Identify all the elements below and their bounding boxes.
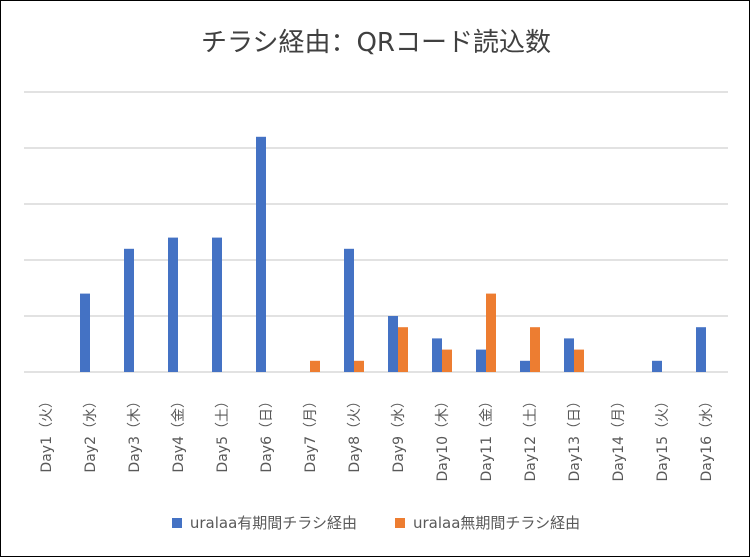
x-tick-label: Day6（日） (259, 394, 275, 473)
bar-series-1-day-4 (168, 237, 178, 372)
bar-series-1-day-3 (124, 248, 134, 372)
legend-item-series-2: uralaa無期間チラシ経由 (395, 512, 580, 533)
x-tick-label: Day5（土） (215, 394, 231, 473)
x-tick-label: Day4（金） (171, 394, 187, 473)
x-tick-label: Day10（木） (435, 394, 451, 481)
x-tick-label: Day13（日） (567, 394, 583, 481)
x-tick-label: Day11（金） (479, 394, 495, 481)
x-tick-label: Day9（水） (391, 394, 407, 473)
bar-series-1-day-8 (344, 248, 354, 372)
chart-title: チラシ経由：QRコード読込数 (200, 28, 551, 58)
legend: uralaa有期間チラシ経由 uralaa無期間チラシ経由 (0, 512, 752, 533)
bar-series-1-day-9 (388, 316, 398, 372)
bar-series-1-day-11 (476, 349, 486, 372)
bar-series-2-day-12 (530, 327, 540, 372)
legend-label-series-2: uralaa無期間チラシ経由 (413, 514, 581, 532)
legend-swatch-blue (171, 517, 182, 528)
bar-series-2-day-8 (354, 360, 364, 372)
bar-series-1-day-2 (80, 293, 90, 372)
x-tick-label: Day1（火） (39, 394, 55, 473)
legend-swatch-orange (395, 517, 405, 528)
x-tick-label: Day16（水） (699, 394, 715, 481)
bar-series-1-day-6 (256, 136, 266, 372)
legend-label-series-1: uralaa有期間チラシ経由 (189, 514, 357, 532)
bar-series-1-day-12 (520, 360, 530, 372)
bar-series-1-day-15 (652, 360, 662, 372)
bar-series-2-day-11 (486, 293, 496, 372)
x-tick-label: Day2（水） (83, 394, 99, 473)
bar-series-2-day-7 (310, 360, 320, 372)
bar-series-1-day-13 (564, 338, 574, 372)
bar-series-1-day-5 (212, 237, 222, 372)
legend-item-series-1: uralaa有期間チラシ経由 (171, 512, 357, 533)
bar-series-1-day-16 (696, 327, 706, 372)
x-tick-label: Day12（土） (523, 394, 539, 481)
x-tick-label: Day7（月） (303, 394, 319, 473)
bar-series-2-day-13 (574, 349, 584, 372)
bar-series-2-day-10 (442, 349, 452, 372)
x-tick-label: Day3（木） (127, 394, 143, 473)
x-tick-label: Day8（火） (347, 394, 363, 473)
bar-series-2-day-9 (398, 327, 408, 372)
x-tick-label: Day14（月） (611, 394, 627, 481)
x-tick-label: Day15（火） (655, 394, 671, 481)
bar-series-1-day-10 (432, 338, 442, 372)
